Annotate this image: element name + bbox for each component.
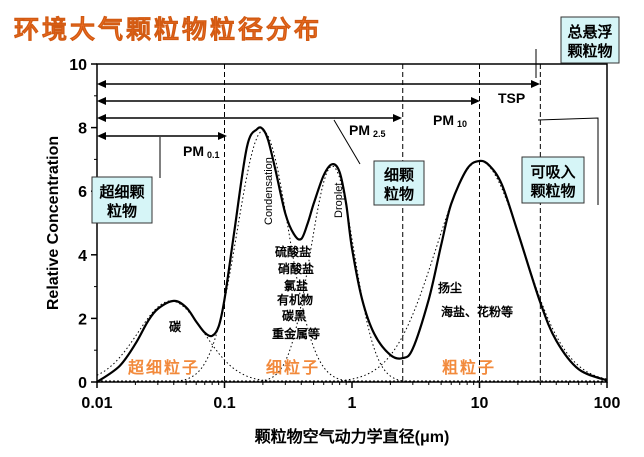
x-tick-label: 100 [594,395,621,412]
seasalt-label: 海盐、花粉等 [441,304,513,319]
fine-box: 细颗 粒物 [373,160,425,206]
svg-text:总悬浮: 总悬浮 [567,23,612,41]
y-tick-label: 4 [78,248,87,265]
svg-text:颗粒物: 颗粒物 [567,42,612,60]
y-tick-label: 2 [78,311,87,328]
pm-arrows [97,80,540,140]
ultrafine-box: 超细颗 粒物 [91,176,153,224]
mode-curve [97,130,607,383]
pm01-label: PM 0.1 [183,143,220,160]
x-axis: 0.01 0.1 1 10 100 [81,382,620,412]
y-tick-label: 10 [69,57,87,74]
x-tick-label: 0.01 [81,395,112,412]
mode-curve [96,300,607,383]
y-axis: 0 2 4 6 8 10 [69,57,97,392]
y-tick-label: 8 [78,121,87,138]
svg-text:超细颗: 超细颗 [98,183,144,201]
svg-text:粒物: 粒物 [107,202,137,220]
tsp-box: 总悬浮 颗粒物 [560,16,620,64]
region-ultrafine: 超细粒子 [127,358,200,377]
plot-frame [96,63,608,383]
svg-text:颗粒物: 颗粒物 [530,182,575,200]
component-item: 氯盐 [284,278,308,293]
component-item: 硝酸盐 [278,261,314,276]
x-tick-label: 10 [471,395,489,412]
pm25-label: PM 2.5 [349,122,386,139]
y-tick-label: 6 [78,184,87,201]
x-tick-label: 0.1 [213,395,235,412]
component-item: 碳黑 [282,308,306,323]
mode-curve [97,160,608,383]
svg-text:粒物: 粒物 [384,185,414,203]
svg-text:细颗: 细颗 [384,166,414,184]
pm-cutlines [224,64,541,382]
inhalable-box: 可吸入 颗粒物 [521,156,585,204]
svg-text:可吸入: 可吸入 [530,163,575,181]
region-coarse: 粗粒子 [442,358,496,377]
y-tick-label: 0 [78,375,87,392]
component-item: 重金属等 [272,326,320,341]
x-tick-label: 1 [348,395,357,412]
callout-connectors [159,49,599,205]
y-axis-label: Relative Concentration [45,136,62,310]
x-axis-label: 颗粒物空气动力学直径(μm) [255,427,450,446]
droplet-label: Droplet [333,183,345,218]
mode-curves [96,130,608,383]
fine-components: 硫酸盐 硝酸盐 氯盐 有机物 碳黑 重金属等 [272,244,320,341]
condensation-label: Condensation [263,157,275,225]
component-item: 硫酸盐 [275,244,311,259]
component-item: 有机物 [277,292,313,307]
pm10-label: PM 10 [433,112,467,129]
carbon-label: 碳 [169,319,182,334]
tsp-label: TSP [498,90,525,106]
dust-label: 扬尘 [438,280,462,295]
total-curve [96,126,608,383]
region-fine: 细粒子 [266,358,320,377]
chart-title: 环境大气颗粒物粒径分布 [14,15,322,44]
